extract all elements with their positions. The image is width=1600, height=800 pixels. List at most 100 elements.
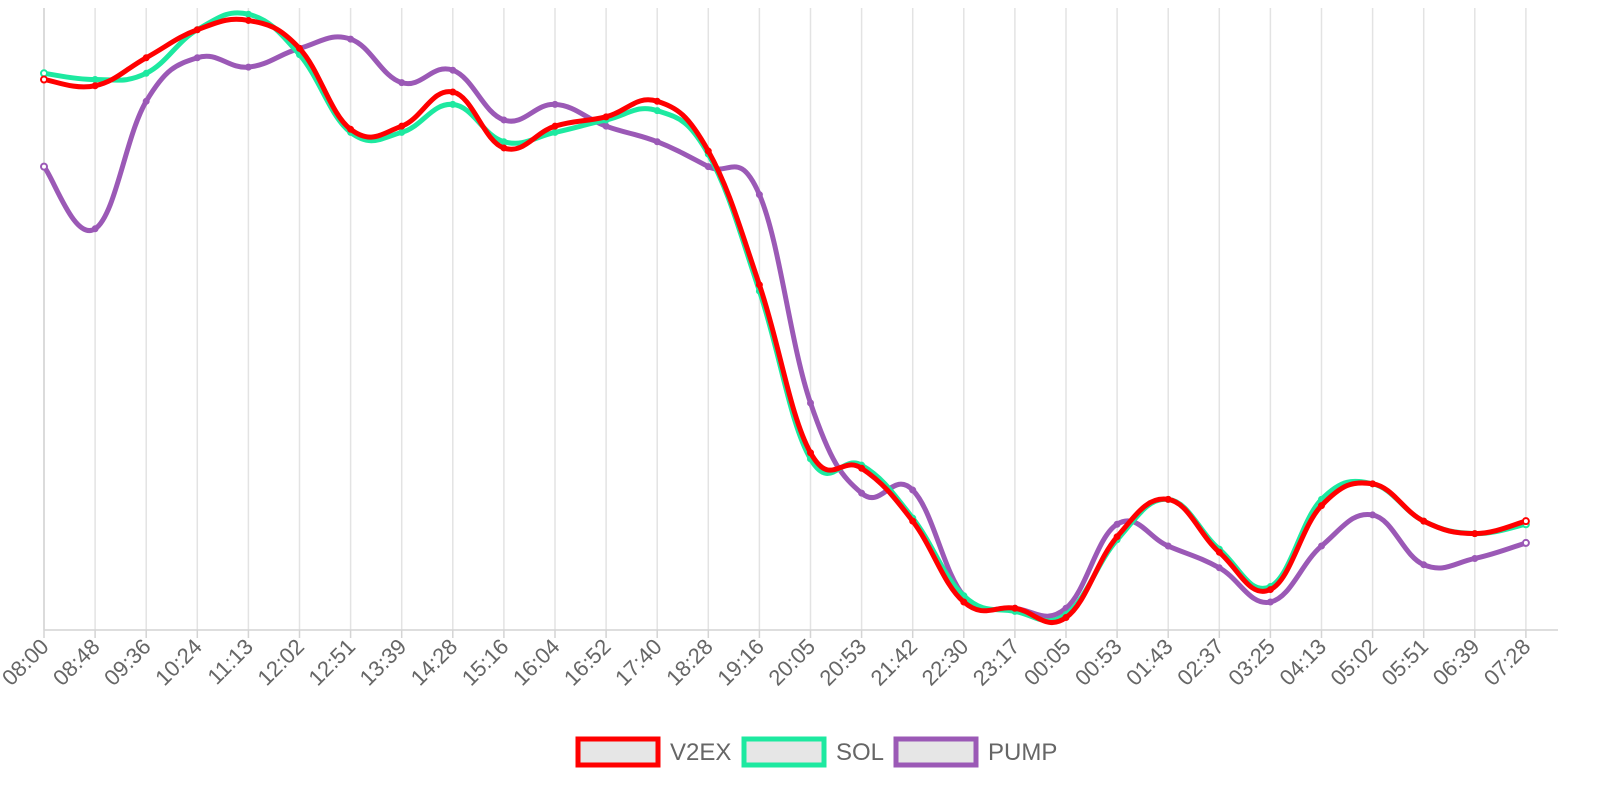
data-point-pump bbox=[398, 79, 406, 87]
data-point-pump bbox=[755, 191, 763, 199]
x-tick-label: 20:05 bbox=[763, 634, 820, 691]
data-point-v2ex bbox=[449, 88, 457, 96]
x-tick-label: 12:51 bbox=[304, 634, 361, 691]
series-lines bbox=[40, 10, 1530, 626]
x-tick-label: 14:28 bbox=[406, 634, 463, 691]
data-point-pump bbox=[807, 399, 814, 407]
data-point-pump bbox=[193, 54, 201, 62]
data-point-pump bbox=[1420, 561, 1428, 569]
data-point-pump bbox=[1521, 538, 1530, 547]
x-tick-label: 06:39 bbox=[1428, 634, 1485, 691]
data-point-pump bbox=[142, 97, 150, 105]
x-tick-label: 17:40 bbox=[610, 634, 667, 691]
data-point-pump bbox=[1113, 520, 1121, 528]
x-tick-label: 16:04 bbox=[508, 634, 565, 691]
x-tick-label: 21:42 bbox=[866, 634, 923, 691]
x-tick-label: 13:39 bbox=[355, 634, 412, 691]
x-tick-label: 07:28 bbox=[1479, 634, 1536, 691]
legend-swatch-pump bbox=[893, 736, 979, 768]
data-point-pump bbox=[1062, 604, 1070, 612]
x-tick-label: 18:28 bbox=[661, 634, 718, 691]
data-point-v2ex bbox=[1420, 517, 1428, 525]
data-point-pump bbox=[347, 35, 355, 43]
data-point-sol bbox=[449, 100, 457, 108]
x-tick-label: 16:52 bbox=[559, 634, 616, 691]
data-point-v2ex bbox=[704, 147, 712, 155]
data-point-pump bbox=[704, 163, 712, 171]
data-point-sol bbox=[142, 69, 150, 77]
data-point-v2ex bbox=[193, 26, 201, 34]
data-point-sol bbox=[40, 69, 48, 78]
legend-label-v2ex: V2EX bbox=[670, 739, 731, 766]
data-point-v2ex bbox=[1113, 533, 1121, 541]
data-point-pump bbox=[449, 66, 457, 74]
x-tick-label: 19:16 bbox=[712, 634, 769, 691]
x-axis-ticks: 08:0008:4809:3610:2411:1312:0212:5113:39… bbox=[0, 630, 1535, 690]
x-tick-label: 12:02 bbox=[252, 634, 309, 691]
data-point-v2ex bbox=[858, 464, 866, 472]
data-point-pump bbox=[602, 122, 610, 130]
data-point-v2ex bbox=[91, 82, 99, 90]
data-point-pump bbox=[551, 100, 559, 108]
data-point-sol bbox=[960, 592, 968, 600]
data-point-v2ex bbox=[1369, 480, 1377, 488]
data-point-v2ex bbox=[807, 449, 814, 457]
data-point-v2ex bbox=[40, 75, 48, 84]
data-point-v2ex bbox=[909, 517, 917, 525]
legend-item-v2ex[interactable]: V2EX bbox=[575, 736, 731, 768]
data-point-v2ex bbox=[142, 54, 150, 62]
x-tick-label: 10:24 bbox=[150, 634, 207, 691]
data-point-v2ex bbox=[602, 113, 610, 121]
data-point-v2ex bbox=[1164, 495, 1172, 503]
data-point-v2ex bbox=[755, 281, 763, 289]
data-point-sol bbox=[500, 138, 508, 146]
data-point-v2ex bbox=[347, 125, 355, 133]
series-line-v2ex bbox=[41, 16, 1529, 626]
data-point-sol bbox=[398, 128, 406, 136]
data-point-v2ex bbox=[1318, 502, 1325, 510]
x-tick-label: 20:53 bbox=[815, 634, 872, 691]
legend-label-pump: PUMP bbox=[988, 739, 1057, 766]
legend-item-sol[interactable]: SOL bbox=[741, 736, 884, 768]
data-point-pump bbox=[909, 486, 917, 494]
legend-swatch-sol bbox=[741, 736, 827, 768]
data-point-sol bbox=[91, 76, 99, 84]
data-point-pump bbox=[1215, 564, 1223, 572]
x-tick-label: 05:02 bbox=[1326, 634, 1383, 691]
legend-item-pump[interactable]: PUMP bbox=[893, 736, 1057, 768]
data-point-v2ex bbox=[551, 122, 559, 130]
data-point-v2ex bbox=[1215, 548, 1223, 556]
data-point-v2ex bbox=[1011, 604, 1019, 612]
data-point-sol bbox=[1318, 495, 1325, 503]
data-point-v2ex bbox=[1266, 586, 1274, 594]
x-tick-label: 11:13 bbox=[202, 634, 257, 689]
data-point-sol bbox=[244, 10, 252, 18]
x-tick-label: 05:51 bbox=[1377, 634, 1434, 691]
legend-swatch-v2ex bbox=[575, 736, 661, 768]
x-tick-label: 15:16 bbox=[457, 634, 514, 691]
x-tick-label: 00:05 bbox=[1019, 634, 1076, 691]
data-point-pump bbox=[1164, 542, 1172, 550]
data-point-pump bbox=[1471, 554, 1479, 562]
data-point-v2ex bbox=[1471, 530, 1479, 538]
x-tick-label: 04:13 bbox=[1274, 634, 1331, 691]
x-tick-label: 01:43 bbox=[1121, 634, 1178, 691]
x-tick-label: 08:48 bbox=[48, 634, 105, 691]
series-pump bbox=[40, 34, 1530, 619]
data-point-v2ex bbox=[398, 122, 406, 130]
data-point-pump bbox=[40, 162, 48, 171]
x-tick-label: 00:53 bbox=[1070, 634, 1127, 691]
data-point-v2ex bbox=[653, 97, 661, 105]
x-tick-label: 03:25 bbox=[1223, 634, 1280, 691]
x-tick-label: 09:36 bbox=[99, 634, 156, 691]
data-point-v2ex bbox=[960, 598, 968, 606]
grid bbox=[43, 8, 1558, 631]
data-point-pump bbox=[1369, 511, 1377, 519]
x-tick-label: 02:37 bbox=[1172, 634, 1229, 691]
legend-label-sol: SOL bbox=[836, 739, 884, 766]
data-point-v2ex bbox=[1521, 517, 1530, 526]
data-point-v2ex bbox=[500, 144, 508, 152]
legend: V2EX SOL PUMP bbox=[575, 736, 1057, 768]
